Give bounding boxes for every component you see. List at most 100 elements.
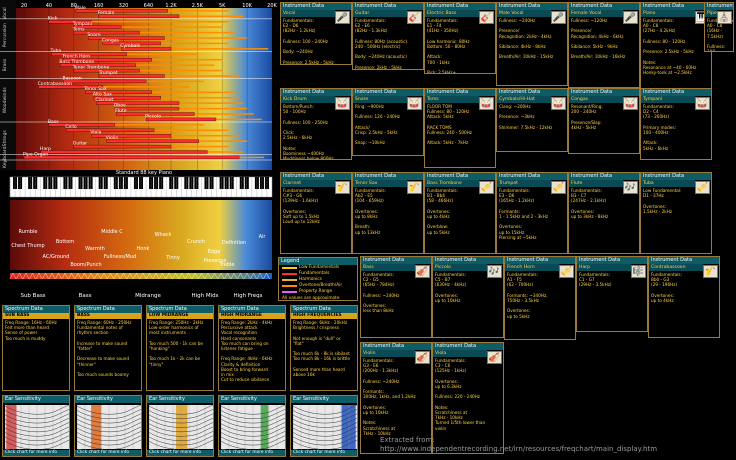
instrument-card[interactable]: Instrument Data Kick Drum 🥁 Bottom/Punch: 5… [280, 88, 352, 160]
legend-title: Legend [279, 258, 357, 265]
instrument-bar[interactable]: Piccolo [145, 113, 262, 122]
ear-sensitivity-box[interactable]: Ear Sensitivity Click chart for more info [2, 395, 70, 457]
instrument-bar[interactable]: Cymbals [120, 43, 269, 51]
instrument-card[interactable]: Instrument Data Toms 🥁 FLOOR TOM Fullness: … [424, 88, 496, 168]
instrument-card[interactable]: Instrument Data Flute 🎶 Fundamentals: B3 - … [568, 172, 640, 254]
card-body: Fundamentals: D2 - C4 (73 - 260Hz) Prima… [643, 104, 676, 151]
card-instrument-name: Piano [641, 10, 695, 17]
ear-curve [149, 413, 213, 424]
ear-footer-link[interactable]: Click chart for more info [75, 450, 141, 456]
instrument-bar[interactable]: Oboe [114, 102, 248, 111]
band-zigzag [165, 272, 173, 280]
instrument-bar[interactable]: Pipe Organ [23, 151, 264, 160]
instrument-bar[interactable]: Snare [87, 32, 248, 40]
fundamental-segment [73, 25, 122, 29]
card-instrument-name: Congas [569, 96, 623, 103]
instrument-card[interactable]: Instrument DataPipe Organ⛪Fundamentals: … [704, 2, 734, 52]
instrument-label: Tuba [49, 48, 61, 54]
instrument-card[interactable]: Instrument Data Bass Trombone 🎺 Fundamental… [424, 172, 496, 254]
ear-curve-chart[interactable] [293, 405, 357, 449]
instrument-bar[interactable]: Guitar [73, 140, 229, 149]
ear-sensitivity-box[interactable]: Ear Sensitivity Click chart for more info [146, 395, 214, 457]
instrument-card[interactable]: Instrument Data Clarinet 🎷 Fundamentals: C#… [280, 172, 352, 254]
instrument-card[interactable]: Instrument Data Male Vocal 🎤 Fullness: ~240… [496, 2, 568, 86]
instrument-card[interactable]: Instrument Data Electric Bass 🎸 Fundamental… [424, 2, 496, 74]
instrument-bar[interactable]: Male [75, 5, 229, 13]
descriptor-label: Whack [155, 232, 172, 238]
instrument-card[interactable]: Instrument Data Tenor Sax 🎷 Fundamentals: A… [352, 172, 424, 254]
instrument-card[interactable]: Instrument Data Bass 🎻 Fundamentals: C2 - G… [360, 256, 432, 338]
instrument-card[interactable]: Instrument Data Guitar 🎸 Fundamentals: E2 -… [352, 2, 424, 70]
instrument-card[interactable]: Instrument Data Tuba 🎺 Low Fundamental: D1 … [640, 172, 712, 254]
instrument-bar[interactable]: Congas [102, 37, 229, 46]
band-zigzag [133, 272, 140, 280]
card-instrument-name: Viola [433, 350, 487, 357]
band-zigzag [61, 272, 69, 280]
instrument-card[interactable]: Instrument Data Harp 🎼 Fundamentals: C1 - G… [576, 256, 648, 332]
instrument-bar[interactable]: Tenor Trombone [72, 64, 223, 73]
fundamental-segment [85, 90, 152, 94]
source-credit[interactable]: Extracted from: http://www.independentre… [380, 436, 658, 453]
instrument-card[interactable]: Instrument Data Trumpet 🎺 Fundamentals: E3 … [496, 172, 568, 254]
instrument-bar[interactable]: Flute [115, 108, 254, 116]
ear-sensitivity-box[interactable]: Ear Sensitivity Click chart for more info [74, 395, 142, 457]
band-zigzag [74, 272, 82, 280]
descriptor-label: Warmth [85, 246, 105, 252]
instrument-card[interactable]: Instrument Data Piccolo 🎶 Fundamentals: C5 … [432, 256, 504, 338]
card-header: Instrument Data [281, 173, 351, 180]
ear-curve [77, 405, 141, 415]
instrument-bar[interactable]: Viola [90, 130, 240, 138]
ear-footer-link[interactable]: Click chart for more info [3, 450, 69, 456]
instrument-bar[interactable]: Violin [106, 135, 248, 143]
instrument-bar[interactable]: Alto Sax [93, 92, 240, 100]
instrument-bar[interactable]: Clarinet [95, 97, 244, 105]
ear-curve-chart[interactable] [77, 405, 141, 449]
instrument-bar[interactable]: Cello [65, 124, 229, 132]
instrument-bar[interactable]: Bass Trombone [59, 59, 215, 67]
instrument-bar[interactable]: Kick [48, 16, 229, 24]
instrument-bar[interactable]: Bassoon [62, 75, 204, 84]
violin-icon: 🎻 [415, 351, 430, 364]
ear-curve-chart[interactable] [5, 405, 69, 449]
band-label: Midrange [135, 293, 161, 299]
instrument-card[interactable]: Instrument Data Female Vocal 🎤 Fullness: ~1… [568, 2, 640, 88]
ear-sensitivity-box[interactable]: Ear Sensitivity Click chart for more info [290, 395, 358, 457]
instrument-bar[interactable]: Bass [48, 119, 204, 127]
instrument-bar[interactable]: Contrabassoon [38, 81, 190, 89]
fundamental-segment [102, 41, 161, 46]
instrument-bar[interactable]: Female [98, 10, 244, 18]
ear-curve-chart[interactable] [221, 405, 285, 449]
instrument-card[interactable]: Instrument Data Snare 🥁 Ring: ~900Hz Fullne… [352, 88, 424, 156]
instrument-bar[interactable]: Tenor Sax [83, 86, 235, 94]
ear-footer-link[interactable]: Click chart for more info [219, 450, 285, 456]
instrument-card[interactable]: Instrument Data Tympani 🥁 Fundamentals: D2 … [640, 88, 712, 160]
ear-highlight-band [260, 405, 269, 449]
instrument-card[interactable]: Instrument Data Piano 🎹 Fundamentals: A0 - … [640, 2, 712, 95]
card-instrument-name: Male Vocal [497, 10, 551, 17]
instrument-card[interactable]: Instrument Data Violin 🎻 Fundamentals: G3 -… [360, 342, 432, 454]
card-body: Fullness: ~120Hz Presence/ Recognition: … [571, 18, 626, 60]
instrument-bar[interactable]: French Horn [62, 54, 223, 62]
instrument-card[interactable]: Instrument Data Cymbals/Hi-Hat 🥁 Clang: ~20… [496, 88, 568, 152]
instrument-bar[interactable]: Toms [72, 26, 235, 35]
ear-footer-link[interactable]: Click chart for more info [291, 450, 357, 456]
instrument-bar[interactable]: Harp [40, 146, 244, 154]
spectrum-title: HIGH FREQUENCIES [291, 313, 357, 319]
descriptor-label: Fullness/Mud [104, 254, 136, 260]
instrument-bar[interactable]: Trumpet [98, 70, 240, 78]
instrument-card[interactable]: Instrument Data French Horn 🎺 Fundamentals:… [504, 256, 576, 340]
instrument-card[interactable]: Instrument Data Viola 🎻 Fundamentals: C3 - … [432, 342, 504, 454]
instrument-bar[interactable]: Tuba [49, 48, 198, 56]
ear-footer-link[interactable]: Click chart for more info [147, 450, 213, 456]
instrument-label: Oboe [114, 102, 126, 108]
fundamental-segment [93, 96, 161, 100]
instrument-card[interactable]: Instrument Data Contrabassoon 🎷 Fundamental… [648, 256, 720, 338]
instrument-card[interactable]: Instrument Data Vocal 🎤 Fundamentals: E2 - … [280, 2, 352, 65]
instrument-bar[interactable]: Tympani [72, 21, 223, 29]
card-instrument-name: Piccolo [433, 264, 487, 271]
instrument-card[interactable]: Instrument Data Congas 🥁 Resonant/Ring: 200… [568, 88, 640, 154]
ear-curve-chart[interactable] [149, 405, 213, 449]
ear-sensitivity-box[interactable]: Ear Sensitivity Click chart for more info [218, 395, 286, 457]
spectrum-title: HIGH MIDRANGE [219, 313, 285, 319]
overtone-segment [91, 20, 229, 23]
